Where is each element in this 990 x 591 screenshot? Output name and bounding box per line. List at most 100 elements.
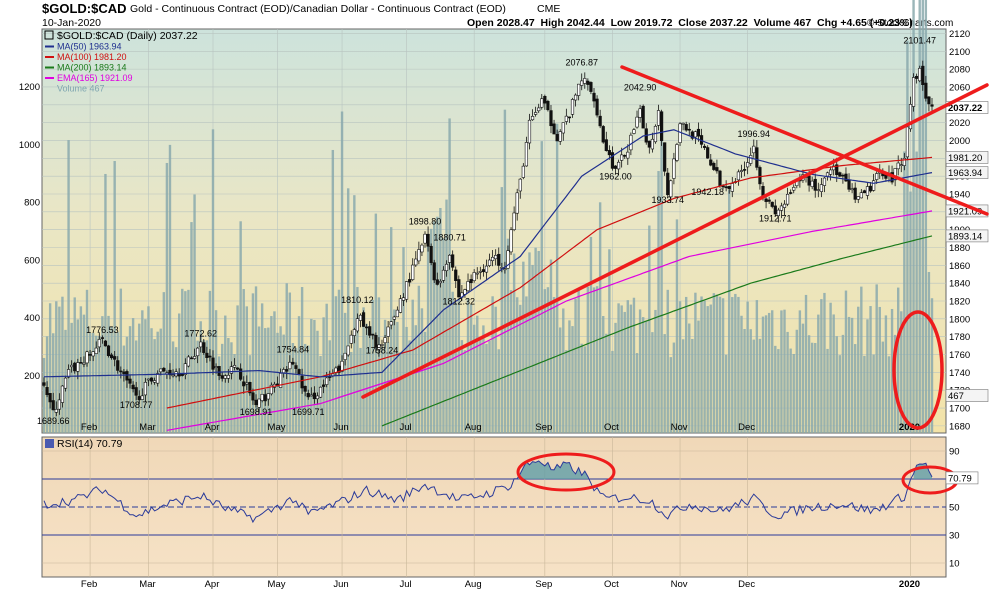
volume-bar — [423, 331, 427, 433]
price-tick-label: 1880 — [949, 243, 970, 254]
volume-bar — [390, 227, 393, 433]
volume-bar — [260, 303, 264, 433]
price-tick-label: 1840 — [949, 279, 970, 290]
month-label-rsi: Mar — [139, 579, 155, 590]
volume-bar — [844, 290, 848, 433]
volume-bar — [460, 340, 464, 433]
volume-bar — [497, 349, 500, 433]
volume-bar — [264, 328, 267, 433]
volume-bar — [337, 289, 341, 433]
candle-down — [555, 134, 559, 142]
candle-down — [79, 362, 83, 364]
volume-bar — [119, 288, 123, 433]
candle-up — [908, 104, 913, 130]
month-label-price: Nov — [671, 422, 688, 433]
candle-up — [383, 337, 387, 344]
candle-down — [435, 279, 439, 285]
candle-up — [905, 126, 910, 158]
volume-bar — [663, 334, 666, 433]
ohlc-readout: Open 2028.47 High 2042.44 Low 2019.72 Cl… — [467, 17, 913, 29]
volume-bar — [900, 311, 903, 433]
candle-down — [73, 362, 77, 372]
last-value-label: 2037.22 — [948, 103, 982, 114]
volume-bar — [380, 346, 384, 433]
candle-up — [829, 169, 833, 175]
volume-bar — [691, 338, 694, 433]
volume-bar — [641, 317, 645, 433]
candle-up — [196, 347, 200, 357]
volume-bar — [325, 303, 328, 433]
volume-bar — [832, 314, 835, 433]
volume-bar — [721, 298, 725, 433]
volume-bar — [924, 0, 928, 434]
candle-up — [266, 393, 270, 400]
volume-bar — [654, 309, 657, 433]
volume-bar — [614, 322, 617, 433]
candle-down — [589, 82, 593, 92]
volume-bar — [611, 350, 614, 433]
candle-up — [739, 170, 744, 172]
volume-bar — [623, 311, 626, 433]
candle-up — [386, 326, 390, 337]
month-label-price: 2020 — [899, 422, 920, 433]
candle-up — [776, 209, 780, 217]
volume-bar — [162, 292, 166, 433]
volume-bar — [820, 299, 823, 433]
month-label-rsi: Aug — [465, 579, 482, 590]
candle-down — [663, 142, 667, 172]
candle-down — [149, 377, 154, 382]
volume-bar — [764, 315, 768, 433]
candle-up — [70, 364, 74, 368]
volume-bar — [678, 301, 682, 433]
volume-bars — [42, 0, 934, 434]
candle-down — [235, 367, 240, 370]
volume-bar — [294, 347, 298, 433]
rsi-grid — [42, 437, 946, 577]
volume-bar — [774, 345, 777, 433]
month-label-price: Dec — [738, 422, 755, 433]
volume-bar — [540, 141, 543, 433]
volume-bar — [694, 292, 697, 433]
volume-bar — [780, 310, 783, 433]
volume-bar — [239, 221, 242, 433]
volume-bar — [672, 342, 676, 433]
rsi-tick-label: 90 — [949, 447, 960, 458]
candle-down — [930, 104, 934, 107]
candle-down — [303, 385, 307, 392]
volume-bar — [632, 297, 636, 433]
volume-bar — [445, 199, 448, 433]
candle-up — [825, 172, 830, 177]
candle-up — [678, 123, 682, 144]
volume-bar — [608, 249, 611, 433]
candle-up — [503, 268, 507, 271]
candle-up — [94, 347, 98, 354]
candle-down — [862, 190, 867, 194]
trend-lines — [361, 65, 989, 430]
ascending-trendline — [361, 83, 989, 399]
candle-down — [601, 126, 605, 143]
volume-bar — [141, 310, 144, 433]
candle-up — [260, 393, 264, 401]
candle-down — [687, 128, 691, 131]
volume-bar — [749, 329, 752, 433]
volume-bar — [208, 290, 212, 433]
legend-entry: EMA(165) 1921.09 — [57, 73, 133, 83]
candle-up — [512, 212, 516, 231]
volume-bar — [878, 306, 881, 433]
volume-bar — [368, 326, 371, 433]
month-label-price: Mar — [139, 422, 155, 433]
candle-down — [432, 262, 436, 281]
volume-bar — [792, 353, 795, 433]
volume-highlight-ellipse — [892, 310, 944, 430]
volume-bar — [371, 299, 374, 433]
volume-bar — [715, 294, 719, 433]
candle-up — [573, 94, 578, 101]
candle-down — [684, 124, 688, 131]
candle-up — [192, 356, 197, 359]
volume-bar — [519, 304, 522, 433]
volume-bar — [743, 329, 746, 433]
volume-bar — [823, 292, 826, 433]
volume-bar — [737, 296, 740, 433]
candle-up — [534, 112, 538, 115]
